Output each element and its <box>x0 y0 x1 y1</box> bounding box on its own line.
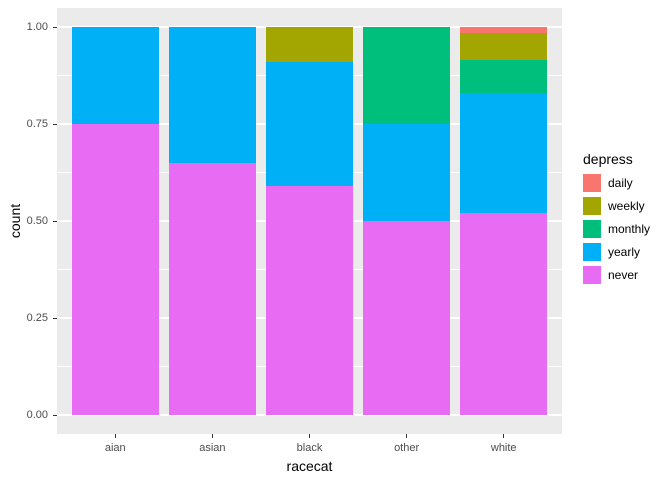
bar-segment-white-daily <box>460 27 548 33</box>
bar-segment-black-weekly <box>265 27 354 62</box>
legend-label-weekly: weekly <box>608 199 645 213</box>
legend-swatch-yearly <box>583 243 601 261</box>
legend-swatch-monthly <box>583 220 601 238</box>
x-tick-label: black <box>296 442 323 454</box>
bar-segment-black-never <box>265 186 354 415</box>
y-tick-label: 1.00 <box>26 21 48 33</box>
bar-segment-asian-yearly <box>168 27 257 163</box>
x-tick-label: asian <box>199 442 226 454</box>
bar-segment-white-weekly <box>460 32 548 60</box>
x-tick-label: white <box>490 442 517 454</box>
bar-segment-aian-yearly <box>71 27 159 124</box>
y-tick-label: 0.00 <box>26 409 48 421</box>
x-tick-mark <box>211 434 213 438</box>
legend-item-never: never <box>583 266 650 284</box>
x-tick-mark <box>309 434 310 438</box>
y-tick-mark <box>53 123 57 125</box>
y-tick-mark <box>53 317 57 319</box>
bar-segment-other-yearly <box>362 124 451 221</box>
bar-segment-white-yearly <box>460 92 548 214</box>
legend-item-daily: daily <box>583 174 650 192</box>
legend-item-weekly: weekly <box>583 197 650 215</box>
legend-label-daily: daily <box>608 176 633 190</box>
bar-segment-black-yearly <box>265 61 354 187</box>
x-tick-mark <box>406 434 408 438</box>
bar-segment-white-monthly <box>460 59 548 93</box>
bar-segment-other-monthly <box>362 27 451 124</box>
y-tick-label: 0.25 <box>26 312 48 324</box>
plot-panel <box>57 8 562 434</box>
x-tick-label: aian <box>104 442 126 454</box>
legend-label-yearly: yearly <box>608 245 641 259</box>
y-tick-label: 0.75 <box>26 118 48 130</box>
y-tick-mark <box>53 26 57 28</box>
x-tick-mark <box>114 434 116 438</box>
legend-label-monthly: monthly <box>608 222 651 236</box>
legend-label-never: never <box>608 268 639 282</box>
legend-item-yearly: yearly <box>583 243 650 261</box>
x-axis-title: racecat <box>286 458 333 474</box>
y-tick-label: 0.50 <box>26 215 48 227</box>
legend: depress daily weekly monthly yearly never <box>583 151 650 289</box>
x-tick-mark <box>503 434 505 438</box>
bar-segment-white-never <box>460 213 548 415</box>
legend-swatch-weekly <box>583 197 601 215</box>
bar-segment-other-never <box>362 221 451 415</box>
legend-item-monthly: monthly <box>583 220 650 238</box>
legend-items: daily weekly monthly yearly never <box>583 174 650 284</box>
y-tick-mark <box>53 414 57 416</box>
gridline-major <box>57 414 562 416</box>
x-tick-label: other <box>394 442 420 454</box>
bar-segment-aian-never <box>71 124 159 415</box>
bar-segment-asian-never <box>168 162 257 415</box>
legend-title: depress <box>583 151 633 167</box>
legend-swatch-never <box>583 266 601 284</box>
legend-swatch-daily <box>583 174 601 192</box>
y-tick-mark <box>53 220 57 222</box>
